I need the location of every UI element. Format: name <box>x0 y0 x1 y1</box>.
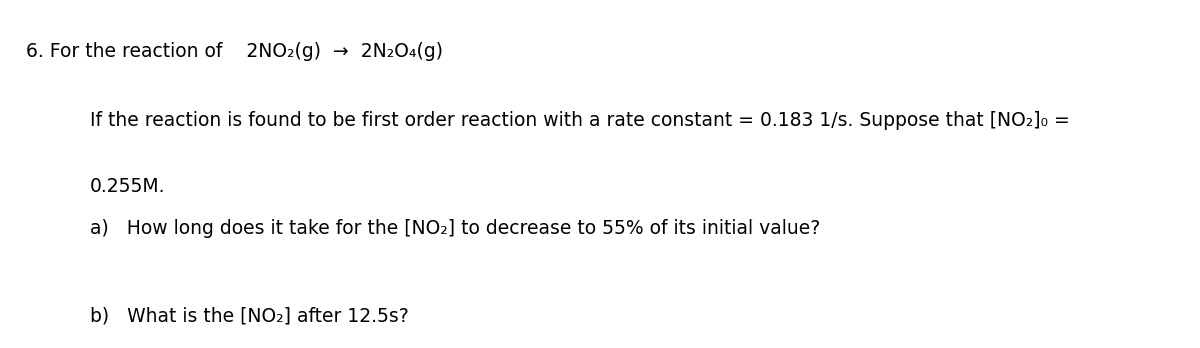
Text: 0.255M.: 0.255M. <box>90 177 166 197</box>
Text: 6. For the reaction of    2NO₂(g)  →  2N₂O₄(g): 6. For the reaction of 2NO₂(g) → 2N₂O₄(g… <box>26 42 444 61</box>
Text: a)   How long does it take for the [NO₂] to decrease to 55% of its initial value: a) How long does it take for the [NO₂] t… <box>90 219 821 238</box>
Text: If the reaction is found to be first order reaction with a rate constant = 0.183: If the reaction is found to be first ord… <box>90 111 1069 130</box>
Text: b)   What is the [NO₂] after 12.5s?: b) What is the [NO₂] after 12.5s? <box>90 306 409 325</box>
